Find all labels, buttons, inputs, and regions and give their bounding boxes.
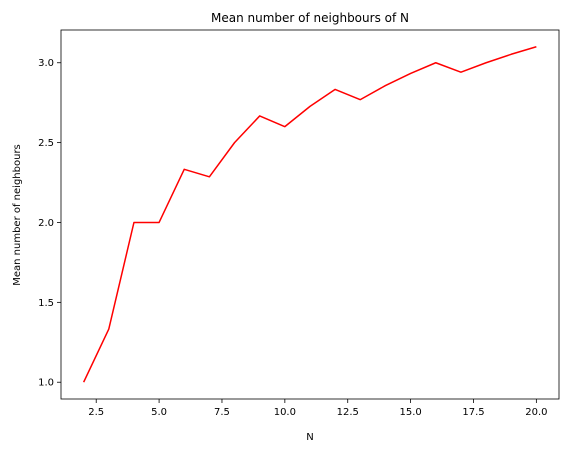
x-tick-label: 15.0 <box>399 407 421 418</box>
x-tick-label: 2.5 <box>88 407 104 418</box>
x-tick-label: 20.0 <box>525 407 547 418</box>
x-tick-label: 10.0 <box>274 407 296 418</box>
x-axis-label: N <box>306 432 313 443</box>
plot-frame <box>60 29 560 400</box>
plot-area: 2.5 5.0 7.5 10.0 12.5 15.0 17.5 20.0 1.0 1.5 2.0 2.… <box>38 29 560 418</box>
x-tick-label: 7.5 <box>214 407 230 418</box>
y-tick-label: 3.0 <box>38 58 54 69</box>
x-tick-label: 12.5 <box>337 407 359 418</box>
x-tick-label: 5.0 <box>151 407 167 418</box>
y-tick-label: 1.0 <box>38 378 54 389</box>
y-tick-label: 1.5 <box>38 298 54 309</box>
y-tick-label: 2.5 <box>38 138 54 149</box>
series-line-0 <box>82 46 537 383</box>
y-axis-label: Mean number of neighbours <box>12 144 23 286</box>
y-tick-label: 2.0 <box>38 218 54 229</box>
x-tick-label: 17.5 <box>462 407 484 418</box>
chart-title: Mean number of neighbours of N <box>211 11 409 25</box>
